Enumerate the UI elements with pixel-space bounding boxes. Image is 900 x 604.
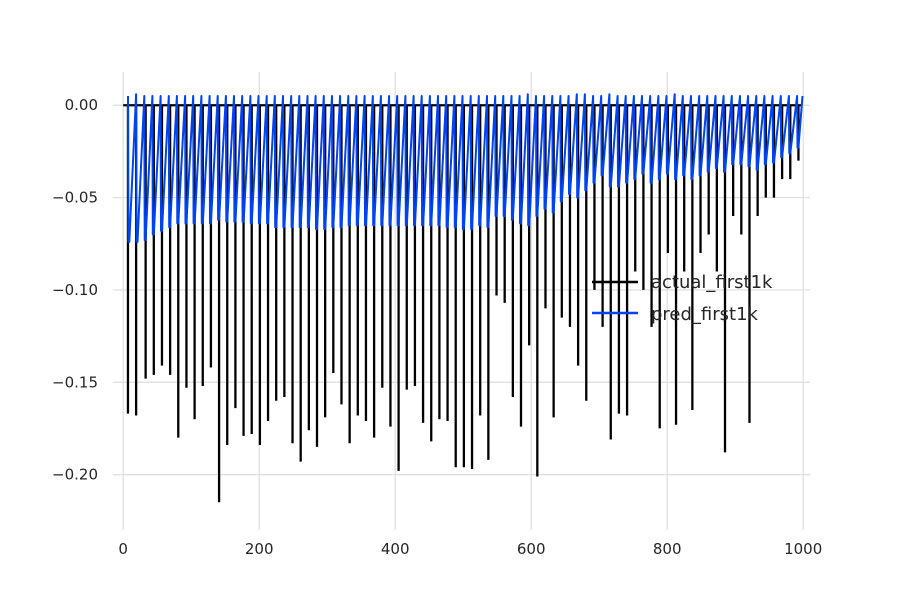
y-tick-label: −0.15 [52, 373, 98, 391]
x-tick-label: 0 [118, 540, 128, 558]
series-layer [123, 93, 804, 503]
x-tick-label: 1000 [784, 540, 822, 558]
y-tick-label: −0.20 [52, 466, 98, 484]
pred-line [127, 93, 804, 243]
legend-label-actual: actual_first1k [651, 272, 773, 293]
legend: actual_first1k pred_first1k [592, 272, 773, 325]
y-tick-label: −0.05 [52, 189, 98, 207]
x-tick-label: 200 [245, 540, 274, 558]
y-tick-label: −0.10 [52, 281, 98, 299]
legend-label-pred: pred_first1k [651, 304, 759, 325]
tick-labels: 0 200 400 600 800 1000 0.00 −0.05 −0.10 −0.15 −0.2… [52, 96, 822, 558]
y-tick-label: 0.00 [65, 96, 98, 114]
x-tick-label: 600 [517, 540, 546, 558]
x-tick-label: 400 [381, 540, 410, 558]
x-tick-label: 800 [653, 540, 682, 558]
